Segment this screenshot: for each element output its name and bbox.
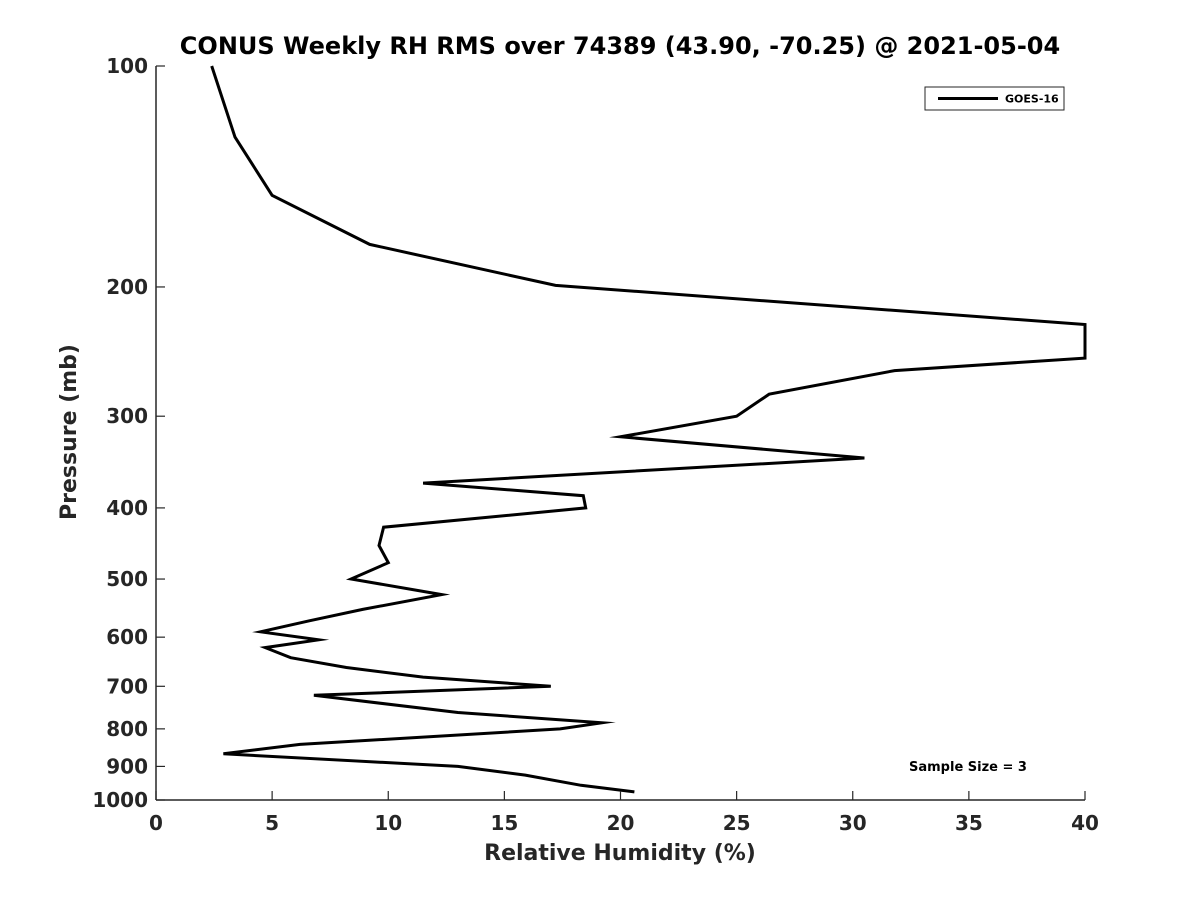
series-layer — [210, 65, 1087, 794]
y-axis-label: Pressure (mb) — [57, 344, 82, 520]
legend-label-goes-16: GOES-16 — [1005, 93, 1059, 106]
x-tick-label: 35 — [955, 811, 983, 835]
x-tick-label: 5 — [265, 811, 279, 835]
y-tick-label: 900 — [106, 754, 148, 778]
series-line-goes-16 — [210, 65, 1087, 794]
legend: GOES-16 — [924, 86, 1065, 111]
y-tick-label: 700 — [106, 674, 148, 698]
plot-frame — [155, 66, 1085, 801]
y-tick-label: 1000 — [92, 788, 148, 812]
x-axis-ticks: 0 5 10 15 20 25 30 35 40 — [149, 791, 1099, 835]
x-tick-label: 40 — [1071, 811, 1099, 835]
sample-size-annotation: Sample Size = 3 — [909, 760, 1027, 775]
x-tick-label: 20 — [607, 811, 635, 835]
y-tick-label: 400 — [106, 496, 148, 520]
y-tick-label: 600 — [106, 625, 148, 649]
x-axis-label: Relative Humidity (%) — [484, 841, 756, 866]
x-tick-label: 15 — [490, 811, 518, 835]
x-tick-label: 30 — [839, 811, 867, 835]
x-tick-label: 0 — [149, 811, 163, 835]
chart-title: CONUS Weekly RH RMS over 74389 (43.90, -… — [180, 32, 1060, 60]
y-tick-label: 200 — [106, 275, 148, 299]
y-tick-label: 300 — [106, 404, 148, 428]
x-tick-label: 10 — [374, 811, 402, 835]
y-tick-label: 800 — [106, 717, 148, 741]
x-tick-label: 25 — [723, 811, 751, 835]
y-tick-label: 100 — [106, 54, 148, 78]
y-tick-label: 500 — [106, 567, 148, 591]
y-axis-ticks: 100 200 300 400 500 600 700 800 900 1000 — [92, 54, 165, 812]
